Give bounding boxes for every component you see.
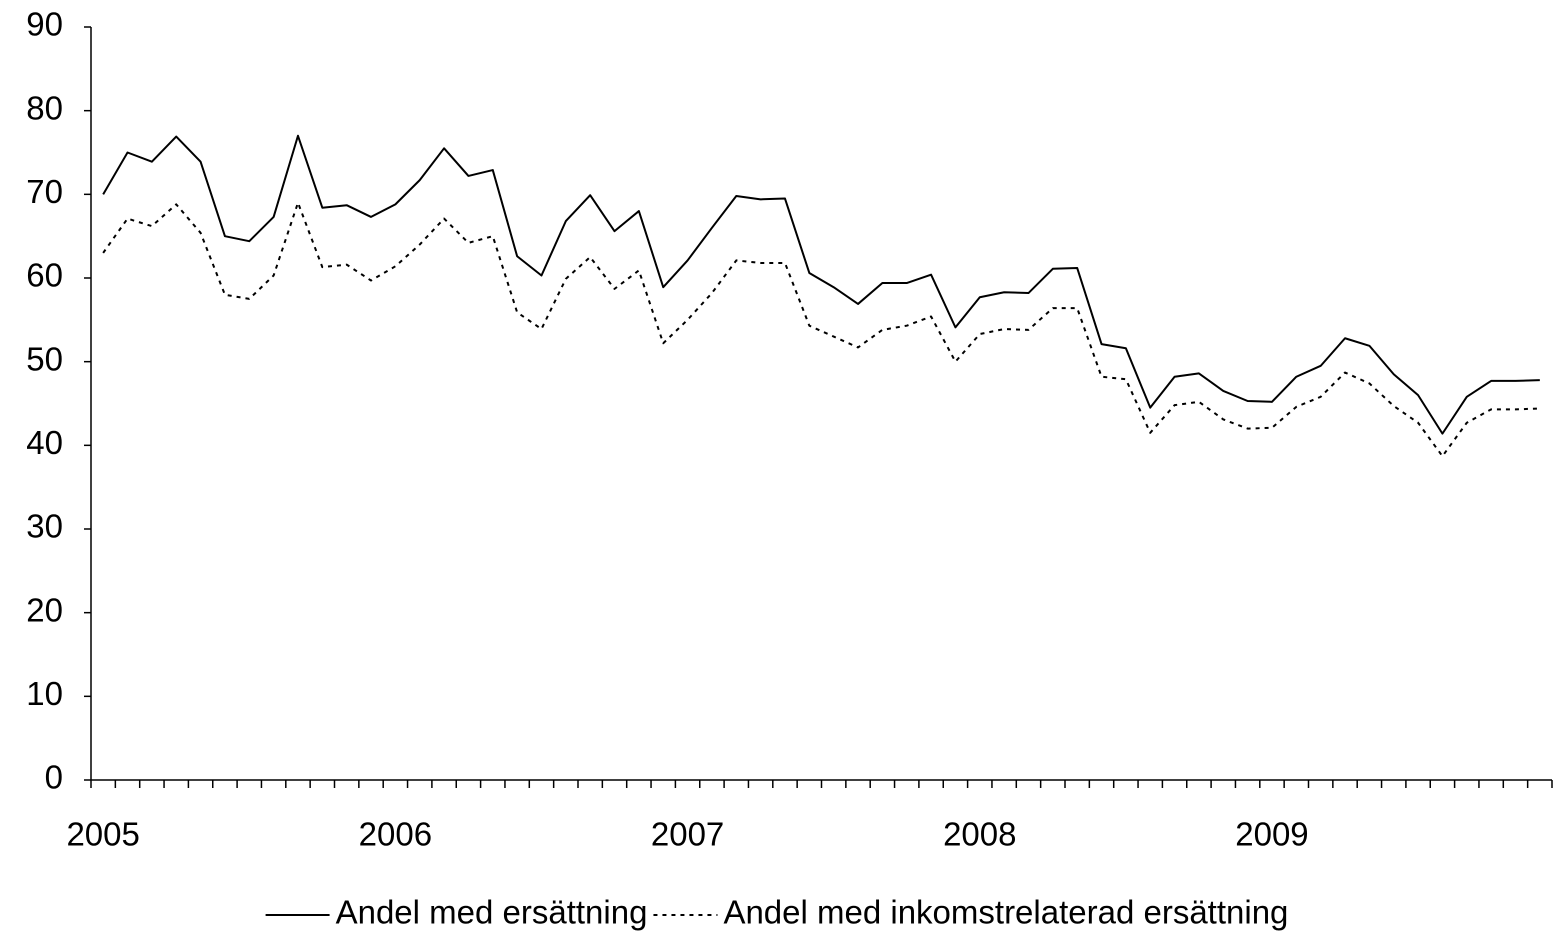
y-tick-label: 0	[45, 759, 63, 796]
y-tick-label: 10	[26, 675, 63, 712]
y-tick-label: 40	[26, 424, 63, 461]
y-tick-label: 60	[26, 257, 63, 294]
x-tick-label: 2006	[359, 816, 432, 853]
y-tick-label: 80	[26, 89, 63, 126]
legend-label: Andel med ersättning	[336, 894, 648, 931]
x-tick-label: 2008	[943, 816, 1016, 853]
legend-label: Andel med inkomstrelaterad ersättning	[723, 894, 1288, 931]
y-tick-label: 20	[26, 591, 63, 628]
x-tick-label: 2007	[651, 816, 724, 853]
y-tick-label: 90	[26, 6, 63, 43]
y-tick-label: 30	[26, 508, 63, 545]
y-tick-label: 50	[26, 340, 63, 377]
series-line	[102, 201, 1540, 458]
x-tick-label: 2005	[66, 816, 139, 853]
y-tick-label: 70	[26, 173, 63, 210]
x-tick-label: 2009	[1235, 816, 1308, 853]
series-line	[102, 134, 1540, 435]
